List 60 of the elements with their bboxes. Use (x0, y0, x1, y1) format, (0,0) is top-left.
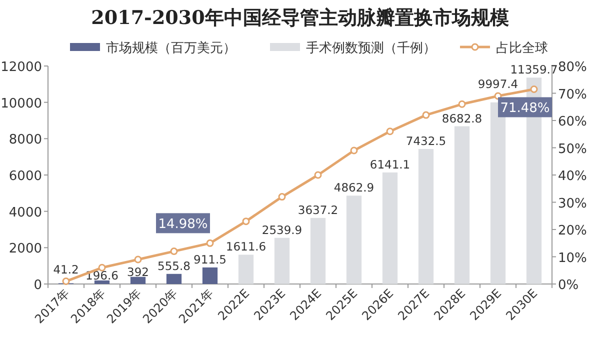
chart-title: 2017-2030年中国经导管主动脉瓣置换市场规模 (91, 7, 509, 29)
data-label: 911.5 (194, 252, 226, 266)
y2-tick-label: 10% (558, 250, 587, 266)
bar (418, 148, 434, 284)
point (62, 278, 70, 286)
y2-tick-label: 60% (558, 114, 587, 130)
point (134, 256, 142, 264)
y-tick-label: 4000 (8, 205, 42, 220)
y-tick-label: 8000 (8, 132, 42, 148)
y-tick-label: 10000 (0, 96, 42, 112)
point (242, 218, 250, 226)
point (458, 100, 466, 108)
y-tick-label: 0 (34, 278, 42, 293)
data-label: 2539.9 (262, 222, 302, 237)
data-label: 4862.9 (334, 180, 374, 195)
data-label: 555.8 (158, 258, 190, 273)
bar (166, 274, 182, 284)
y2-tick-label: 20% (558, 224, 587, 238)
data-label: 9997.4 (478, 76, 518, 91)
legend-label: 手术例数预测（千例） (306, 41, 436, 56)
y-tick-label: 6000 (8, 169, 42, 184)
bar (454, 126, 470, 284)
point (314, 171, 322, 179)
data-label: 196.6 (86, 268, 118, 282)
data-label: 71.48% (500, 101, 550, 116)
data-label: 392 (127, 264, 149, 279)
point (98, 264, 106, 272)
point (170, 248, 178, 256)
bar (274, 238, 290, 284)
y2-tick-label: 80% (558, 60, 587, 75)
point (278, 193, 286, 201)
data-label: 7432.5 (406, 134, 446, 148)
bar (382, 172, 398, 284)
data-label: 14.98% (158, 217, 208, 232)
y-tick-label: 2000 (8, 242, 42, 257)
point (530, 85, 538, 93)
bar (202, 267, 218, 284)
y-tick-label: 12000 (0, 60, 42, 75)
data-label: 11359.7 (510, 62, 558, 77)
y2-tick-label: 30% (558, 196, 587, 212)
bar (94, 280, 110, 284)
data-label: 1611.6 (226, 240, 266, 254)
point (422, 111, 430, 119)
data-label: 41.2 (53, 262, 79, 276)
data-label: 3637.2 (298, 202, 338, 217)
point (350, 146, 358, 154)
bar (346, 196, 362, 284)
point (386, 128, 394, 136)
legend-label: 占比全球 (496, 41, 548, 56)
y2-tick-label: 0% (558, 278, 579, 293)
y2-tick-label: 70% (558, 87, 587, 102)
legend-label: 市场规模（百万美元） (106, 40, 236, 56)
y2-tick-label: 40% (558, 169, 587, 184)
bar (130, 276, 146, 284)
data-label: 8682.8 (442, 111, 482, 126)
bar (310, 218, 326, 284)
y2-tick-label: 50% (558, 142, 587, 157)
bar (238, 254, 254, 284)
data-label: 6141.1 (370, 157, 410, 172)
point (206, 239, 214, 247)
